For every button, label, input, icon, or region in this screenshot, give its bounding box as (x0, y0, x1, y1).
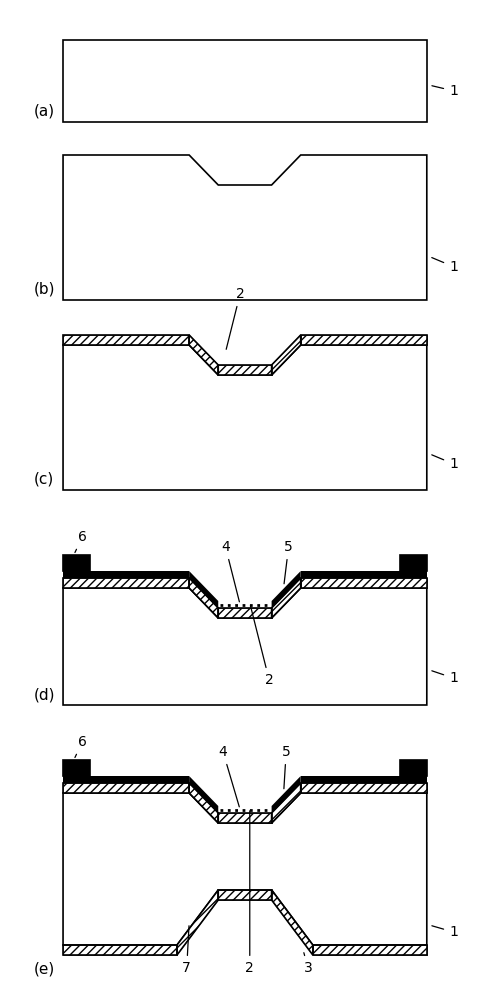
Polygon shape (271, 776, 300, 813)
Text: 1: 1 (431, 671, 457, 685)
Polygon shape (271, 783, 300, 823)
Polygon shape (189, 783, 218, 823)
Text: 1: 1 (431, 925, 457, 939)
Text: 4: 4 (218, 745, 239, 807)
Text: 1: 1 (431, 258, 457, 274)
Polygon shape (63, 155, 426, 300)
Text: (a): (a) (34, 104, 55, 119)
Text: (b): (b) (34, 282, 55, 297)
Polygon shape (218, 365, 271, 375)
Text: 2: 2 (250, 606, 273, 687)
Polygon shape (271, 890, 312, 955)
Bar (399, 760, 426, 776)
Polygon shape (63, 345, 426, 490)
Polygon shape (189, 335, 218, 375)
Text: 1: 1 (431, 455, 457, 471)
Bar (63, 555, 90, 571)
Polygon shape (300, 571, 426, 578)
Polygon shape (218, 813, 271, 823)
Polygon shape (300, 335, 426, 345)
Polygon shape (271, 571, 300, 608)
Text: 5: 5 (281, 745, 290, 789)
Polygon shape (271, 578, 300, 618)
Polygon shape (63, 335, 189, 345)
Text: (c): (c) (34, 472, 54, 487)
Polygon shape (177, 890, 218, 955)
Text: 6: 6 (75, 735, 87, 757)
Text: (e): (e) (34, 962, 55, 977)
Polygon shape (300, 776, 426, 783)
Polygon shape (63, 945, 177, 955)
Bar (63, 40, 426, 122)
Text: 4: 4 (221, 540, 239, 602)
Text: 6: 6 (75, 530, 87, 552)
Polygon shape (271, 335, 300, 375)
Text: 1: 1 (431, 84, 457, 98)
Text: (d): (d) (34, 687, 55, 702)
Polygon shape (63, 578, 189, 588)
Polygon shape (218, 890, 271, 900)
Polygon shape (300, 783, 426, 793)
Polygon shape (63, 588, 426, 705)
Text: 2: 2 (226, 287, 244, 349)
Polygon shape (189, 776, 218, 813)
Polygon shape (312, 945, 426, 955)
Text: 3: 3 (303, 953, 312, 975)
Polygon shape (63, 571, 189, 578)
Polygon shape (63, 793, 426, 945)
Bar (63, 760, 90, 776)
Text: 5: 5 (284, 540, 292, 584)
Polygon shape (218, 608, 271, 618)
Text: 2: 2 (245, 811, 254, 975)
Polygon shape (63, 783, 189, 793)
Polygon shape (300, 578, 426, 588)
Bar (399, 555, 426, 571)
Polygon shape (63, 776, 189, 783)
Polygon shape (189, 578, 218, 618)
Text: 7: 7 (182, 926, 191, 975)
Polygon shape (189, 571, 218, 608)
